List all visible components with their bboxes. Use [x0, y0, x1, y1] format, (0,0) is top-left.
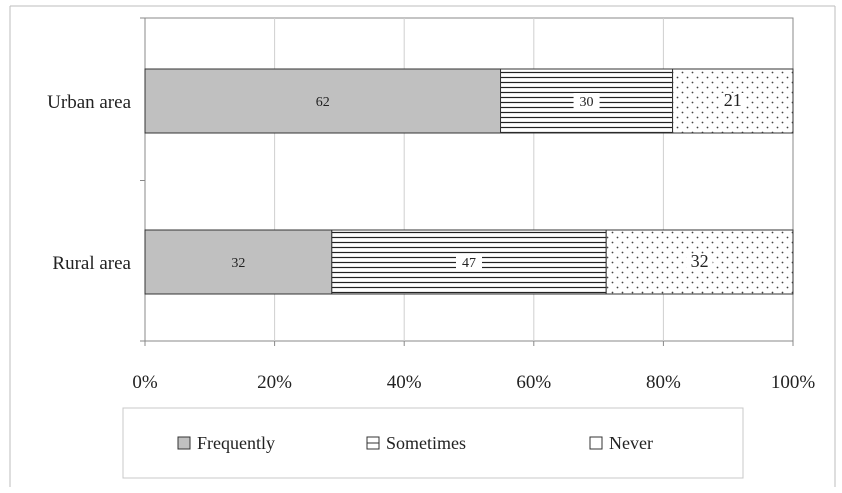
axis: 0% 20% 40% 60% 80% 100% Urban area Rural area	[47, 17, 816, 393]
x-tick-label: 60%	[516, 372, 551, 393]
data-label: 21	[724, 90, 742, 110]
x-tick-label: 100%	[771, 372, 816, 393]
data-label: 30	[580, 95, 594, 110]
bar-segment-frequently	[144, 68, 502, 134]
data-label: 32	[691, 251, 709, 271]
bars: 62 30 21 32 47 32	[144, 68, 794, 295]
data-label-bg	[719, 93, 746, 109]
data-label: 32	[231, 256, 245, 271]
legend-label: Sometimes	[386, 433, 466, 453]
x-tick-label: 40%	[387, 372, 422, 393]
legend-swatch-never	[589, 436, 603, 450]
x-tick-label: 0%	[132, 372, 158, 393]
legend-swatch-frequently	[177, 436, 191, 450]
category-label: Urban area	[47, 92, 131, 113]
legend-label: Never	[609, 433, 653, 453]
legend-box	[122, 407, 744, 479]
x-tick-label: 80%	[646, 372, 681, 393]
legend-label: Frequently	[197, 433, 275, 453]
data-label-bg	[686, 254, 713, 270]
x-tick-label: 20%	[257, 372, 292, 393]
data-label-bg	[573, 93, 600, 109]
legend: Frequently Sometimes Never	[177, 433, 653, 453]
data-label-bg	[456, 254, 482, 270]
bar-segment-frequently	[144, 229, 333, 295]
data-label: 62	[316, 95, 330, 110]
plot-area	[144, 17, 794, 342]
data-label: 47	[462, 256, 476, 271]
category-label: Rural area	[52, 253, 131, 274]
